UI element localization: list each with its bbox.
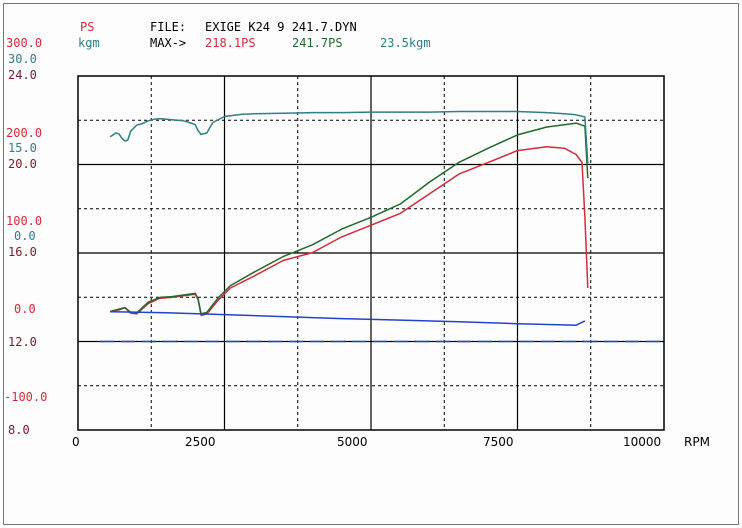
dark-label-20: 20.0 xyxy=(8,157,37,171)
x-tick-0: 0 xyxy=(72,435,80,449)
grid xyxy=(78,76,664,430)
kgm-label-15: 15.0 xyxy=(8,141,37,155)
kgm-label-0: 0.0 xyxy=(14,229,36,243)
ps-label-200: 200.0 xyxy=(6,126,42,140)
max-kgm: 23.5kgm xyxy=(380,36,431,50)
series-kgm-teal xyxy=(109,110,589,164)
kgm-label-30: 30.0 xyxy=(8,52,37,66)
max-ps-red: 218.1PS xyxy=(205,36,256,50)
file-label: FILE: xyxy=(150,20,186,34)
x-tick-2500: 2500 xyxy=(185,435,216,449)
file-name: EXIGE K24 9 241.7.DYN xyxy=(205,20,357,34)
series-ps-green xyxy=(110,122,589,315)
dark-label-12: 12.0 xyxy=(8,335,37,349)
dark-label-24: 24.0 xyxy=(8,68,37,82)
series-blue xyxy=(110,310,586,326)
ps-label-0: 0.0 xyxy=(14,302,36,316)
x-tick-5000: 5000 xyxy=(337,435,368,449)
series-ps-red xyxy=(110,145,589,317)
kgm-axis-title: kgm xyxy=(78,36,100,50)
ps-label-100: 100.0 xyxy=(6,214,42,228)
dark-label-8: 8.0 xyxy=(8,423,30,437)
max-ps-green: 241.7PS xyxy=(292,36,343,50)
x-tick-10000: 10000 xyxy=(623,435,661,449)
x-tick-7500: 7500 xyxy=(483,435,514,449)
dark-label-16: 16.0 xyxy=(8,245,37,259)
ps-label-neg100: -100.0 xyxy=(4,390,47,404)
max-label: MAX-> xyxy=(150,36,186,50)
ps-label-300: 300.0 xyxy=(6,36,42,50)
ps-axis-title: PS xyxy=(80,20,94,34)
x-axis-title: RPM xyxy=(684,435,710,449)
